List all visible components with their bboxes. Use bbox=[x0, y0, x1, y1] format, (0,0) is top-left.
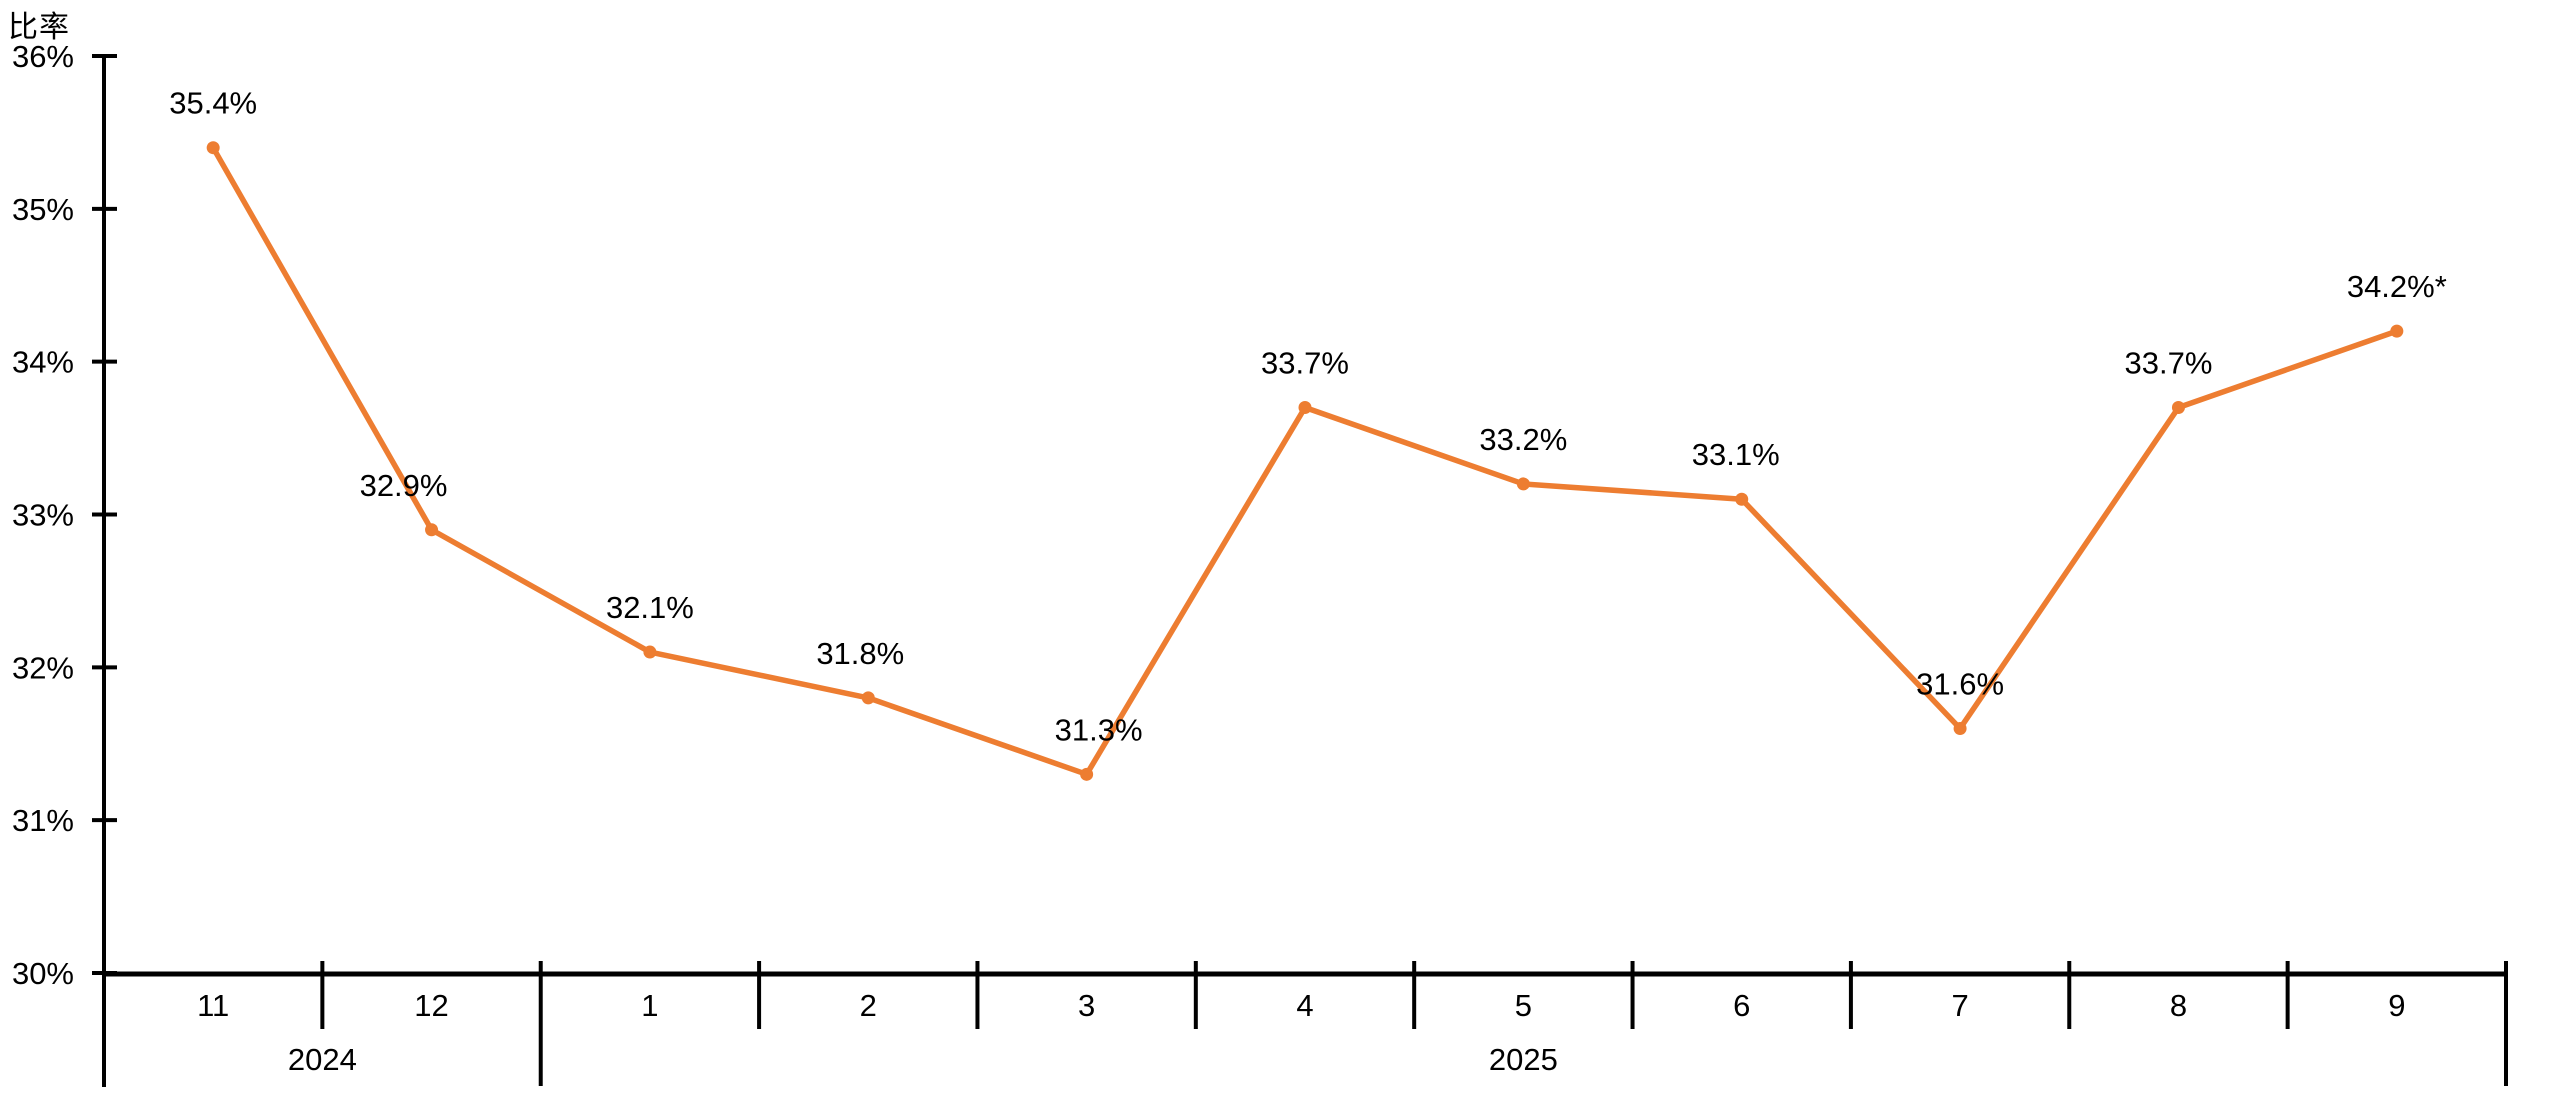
month-label: 12 bbox=[414, 988, 448, 1023]
data-point bbox=[2171, 401, 2185, 415]
month-label: 6 bbox=[1733, 988, 1750, 1023]
data-label: 31.6% bbox=[1916, 666, 2004, 701]
month-label: 9 bbox=[2388, 988, 2405, 1023]
data-point bbox=[425, 523, 439, 537]
y-axis-title: 比率 bbox=[8, 11, 70, 44]
data-point bbox=[1080, 767, 1094, 781]
data-label: 32.1% bbox=[606, 590, 694, 625]
series-line bbox=[210, 144, 2400, 778]
data-point bbox=[2390, 324, 2404, 338]
data-point bbox=[1298, 401, 1312, 415]
month-label: 5 bbox=[1515, 988, 1532, 1023]
data-point bbox=[643, 645, 657, 659]
month-label: 2 bbox=[860, 988, 877, 1023]
y-axis-tick-label: 34% bbox=[12, 345, 74, 380]
year-label: 2024 bbox=[288, 1042, 357, 1077]
month-label: 8 bbox=[2170, 988, 2187, 1023]
month-label: 11 bbox=[197, 988, 229, 1023]
data-label: 34.2%* bbox=[2347, 269, 2447, 304]
data-point bbox=[1953, 721, 1967, 735]
y-axis-tick-label: 31% bbox=[12, 803, 74, 838]
month-label: 3 bbox=[1078, 988, 1095, 1023]
data-label: 33.2% bbox=[1479, 422, 1567, 457]
data-label: 33.7% bbox=[1261, 346, 1349, 381]
data-point bbox=[206, 141, 220, 155]
y-axis-tick-label: 35% bbox=[12, 192, 74, 227]
y-axis-tick-label: 36% bbox=[12, 39, 74, 74]
month-label: 1 bbox=[641, 988, 658, 1023]
data-point bbox=[861, 691, 875, 705]
month-label: 7 bbox=[1951, 988, 1968, 1023]
y-axis-tick-label: 32% bbox=[12, 650, 74, 685]
data-label: 33.1% bbox=[1692, 437, 1780, 472]
year-label: 2025 bbox=[1489, 1042, 1558, 1077]
data-point bbox=[1516, 477, 1530, 491]
data-label: 33.7% bbox=[2125, 346, 2213, 381]
y-axis-tick-label: 30% bbox=[12, 956, 74, 991]
data-label: 32.9% bbox=[360, 468, 448, 503]
data-label: 31.8% bbox=[816, 636, 904, 671]
y-axis-tick-label: 33% bbox=[12, 498, 74, 533]
data-point bbox=[1735, 492, 1749, 506]
data-label: 31.3% bbox=[1055, 712, 1143, 747]
month-label: 4 bbox=[1296, 988, 1313, 1023]
data-label: 35.4% bbox=[169, 86, 257, 121]
